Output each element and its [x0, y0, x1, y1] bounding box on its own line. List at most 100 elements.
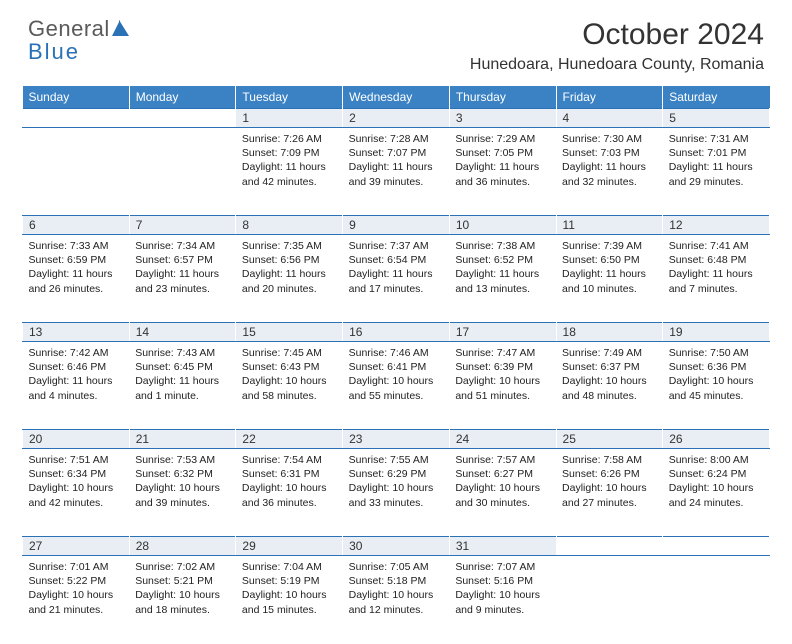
- daynum-row: 13141516171819: [23, 323, 770, 342]
- day-info: Sunrise: 7:55 AMSunset: 6:29 PMDaylight:…: [343, 449, 450, 512]
- day-info: Sunrise: 7:45 AMSunset: 6:43 PMDaylight:…: [236, 342, 343, 405]
- daylight-line: Daylight: 11 hours and 32 minutes.: [562, 160, 657, 188]
- sunrise-line: Sunrise: 7:01 AM: [29, 560, 124, 574]
- day-cell: Sunrise: 7:05 AMSunset: 5:18 PMDaylight:…: [343, 556, 450, 644]
- day-info: Sunrise: 7:02 AMSunset: 5:21 PMDaylight:…: [129, 556, 236, 619]
- day-cell: Sunrise: 7:35 AMSunset: 6:56 PMDaylight:…: [236, 235, 343, 323]
- day-number-cell: 15: [236, 323, 343, 342]
- day-number-cell: 6: [23, 216, 130, 235]
- day-cell: Sunrise: 7:31 AMSunset: 7:01 PMDaylight:…: [663, 128, 770, 216]
- daylight-line: Daylight: 10 hours and 27 minutes.: [562, 481, 657, 509]
- sunset-line: Sunset: 5:18 PM: [349, 574, 444, 588]
- day-info: Sunrise: 7:29 AMSunset: 7:05 PMDaylight:…: [449, 128, 556, 191]
- day-info: Sunrise: 7:53 AMSunset: 6:32 PMDaylight:…: [129, 449, 236, 512]
- day-cell: Sunrise: 7:51 AMSunset: 6:34 PMDaylight:…: [23, 449, 130, 537]
- day-number-cell: 31: [449, 537, 556, 556]
- day-number-cell: 17: [449, 323, 556, 342]
- weekday-header-row: SundayMondayTuesdayWednesdayThursdayFrid…: [23, 86, 770, 109]
- day-number-cell: 18: [556, 323, 663, 342]
- day-content-row: Sunrise: 7:42 AMSunset: 6:46 PMDaylight:…: [23, 342, 770, 430]
- sunrise-line: Sunrise: 7:26 AM: [242, 132, 337, 146]
- daylight-line: Daylight: 10 hours and 39 minutes.: [135, 481, 230, 509]
- sunset-line: Sunset: 6:52 PM: [455, 253, 550, 267]
- daylight-line: Daylight: 11 hours and 17 minutes.: [349, 267, 444, 295]
- day-number-cell: 29: [236, 537, 343, 556]
- sunrise-line: Sunrise: 7:02 AM: [135, 560, 230, 574]
- day-number-cell: 19: [663, 323, 770, 342]
- sunrise-line: Sunrise: 7:55 AM: [349, 453, 444, 467]
- day-cell: Sunrise: 7:57 AMSunset: 6:27 PMDaylight:…: [449, 449, 556, 537]
- day-cell: [556, 556, 663, 644]
- sunset-line: Sunset: 7:09 PM: [242, 146, 337, 160]
- sunrise-line: Sunrise: 7:42 AM: [29, 346, 124, 360]
- sunrise-line: Sunrise: 7:43 AM: [135, 346, 230, 360]
- day-number-cell: 12: [663, 216, 770, 235]
- day-cell: Sunrise: 7:46 AMSunset: 6:41 PMDaylight:…: [343, 342, 450, 430]
- sunrise-line: Sunrise: 7:47 AM: [455, 346, 550, 360]
- day-number-cell: 7: [129, 216, 236, 235]
- sunrise-line: Sunrise: 7:35 AM: [242, 239, 337, 253]
- sunset-line: Sunset: 6:34 PM: [29, 467, 124, 481]
- daylight-line: Daylight: 10 hours and 33 minutes.: [349, 481, 444, 509]
- sunrise-line: Sunrise: 7:39 AM: [562, 239, 657, 253]
- day-number-cell: 16: [343, 323, 450, 342]
- daylight-line: Daylight: 11 hours and 39 minutes.: [349, 160, 444, 188]
- sunrise-line: Sunrise: 7:28 AM: [349, 132, 444, 146]
- daylight-line: Daylight: 10 hours and 24 minutes.: [669, 481, 764, 509]
- day-info: Sunrise: 7:30 AMSunset: 7:03 PMDaylight:…: [556, 128, 663, 191]
- sunset-line: Sunset: 6:43 PM: [242, 360, 337, 374]
- day-cell: Sunrise: 7:33 AMSunset: 6:59 PMDaylight:…: [23, 235, 130, 323]
- day-number-cell: 21: [129, 430, 236, 449]
- sunrise-line: Sunrise: 7:33 AM: [29, 239, 124, 253]
- day-number-cell: 22: [236, 430, 343, 449]
- sunset-line: Sunset: 6:31 PM: [242, 467, 337, 481]
- sunrise-line: Sunrise: 7:57 AM: [455, 453, 550, 467]
- sunset-line: Sunset: 6:41 PM: [349, 360, 444, 374]
- sunrise-line: Sunrise: 7:31 AM: [669, 132, 764, 146]
- sunrise-line: Sunrise: 7:46 AM: [349, 346, 444, 360]
- daylight-line: Daylight: 10 hours and 9 minutes.: [455, 588, 550, 616]
- weekday-header: Thursday: [449, 86, 556, 109]
- day-number-cell: 13: [23, 323, 130, 342]
- day-cell: Sunrise: 8:00 AMSunset: 6:24 PMDaylight:…: [663, 449, 770, 537]
- sunrise-line: Sunrise: 7:45 AM: [242, 346, 337, 360]
- sunset-line: Sunset: 7:05 PM: [455, 146, 550, 160]
- daylight-line: Daylight: 11 hours and 20 minutes.: [242, 267, 337, 295]
- sunrise-line: Sunrise: 7:41 AM: [669, 239, 764, 253]
- daylight-line: Daylight: 10 hours and 12 minutes.: [349, 588, 444, 616]
- day-cell: Sunrise: 7:50 AMSunset: 6:36 PMDaylight:…: [663, 342, 770, 430]
- daynum-row: 12345: [23, 109, 770, 128]
- day-cell: Sunrise: 7:47 AMSunset: 6:39 PMDaylight:…: [449, 342, 556, 430]
- day-number-cell: 20: [23, 430, 130, 449]
- sunset-line: Sunset: 6:48 PM: [669, 253, 764, 267]
- day-info: Sunrise: 7:28 AMSunset: 7:07 PMDaylight:…: [343, 128, 450, 191]
- sunset-line: Sunset: 6:26 PM: [562, 467, 657, 481]
- daylight-line: Daylight: 10 hours and 58 minutes.: [242, 374, 337, 402]
- daylight-line: Daylight: 10 hours and 15 minutes.: [242, 588, 337, 616]
- day-cell: Sunrise: 7:07 AMSunset: 5:16 PMDaylight:…: [449, 556, 556, 644]
- day-number-cell: 14: [129, 323, 236, 342]
- day-info: Sunrise: 7:33 AMSunset: 6:59 PMDaylight:…: [23, 235, 130, 298]
- sunrise-line: Sunrise: 7:37 AM: [349, 239, 444, 253]
- sunset-line: Sunset: 6:27 PM: [455, 467, 550, 481]
- day-content-row: Sunrise: 7:33 AMSunset: 6:59 PMDaylight:…: [23, 235, 770, 323]
- daylight-line: Daylight: 10 hours and 21 minutes.: [29, 588, 124, 616]
- sunrise-line: Sunrise: 7:49 AM: [562, 346, 657, 360]
- day-number-cell: 27: [23, 537, 130, 556]
- day-info: Sunrise: 7:37 AMSunset: 6:54 PMDaylight:…: [343, 235, 450, 298]
- title-block: October 2024 Hunedoara, Hunedoara County…: [470, 18, 764, 74]
- day-info: Sunrise: 7:34 AMSunset: 6:57 PMDaylight:…: [129, 235, 236, 298]
- day-info: Sunrise: 7:49 AMSunset: 6:37 PMDaylight:…: [556, 342, 663, 405]
- daylight-line: Daylight: 10 hours and 51 minutes.: [455, 374, 550, 402]
- day-info: Sunrise: 7:42 AMSunset: 6:46 PMDaylight:…: [23, 342, 130, 405]
- sunset-line: Sunset: 6:36 PM: [669, 360, 764, 374]
- daylight-line: Daylight: 10 hours and 36 minutes.: [242, 481, 337, 509]
- sunset-line: Sunset: 6:56 PM: [242, 253, 337, 267]
- daylight-line: Daylight: 10 hours and 18 minutes.: [135, 588, 230, 616]
- sunrise-line: Sunrise: 7:34 AM: [135, 239, 230, 253]
- day-cell: Sunrise: 7:34 AMSunset: 6:57 PMDaylight:…: [129, 235, 236, 323]
- day-cell: Sunrise: 7:29 AMSunset: 7:05 PMDaylight:…: [449, 128, 556, 216]
- day-number-cell: 24: [449, 430, 556, 449]
- day-cell: Sunrise: 7:53 AMSunset: 6:32 PMDaylight:…: [129, 449, 236, 537]
- day-cell: Sunrise: 7:01 AMSunset: 5:22 PMDaylight:…: [23, 556, 130, 644]
